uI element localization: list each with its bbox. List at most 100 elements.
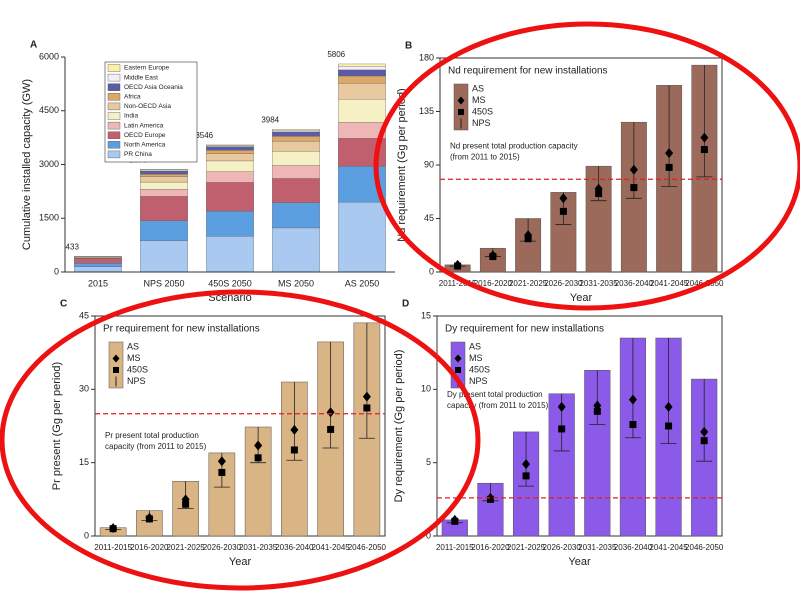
y-tick-label: 4500 [39, 105, 59, 115]
x-tick-label: 2041-2045 [650, 279, 689, 288]
legend-square [458, 109, 464, 115]
bar-segment [338, 75, 386, 84]
bar-segment [206, 171, 254, 183]
diamond-marker [700, 426, 709, 437]
bar-segment [338, 99, 386, 123]
legend-swatch [108, 341, 124, 389]
x-axis-label: Year [229, 556, 252, 568]
square-marker [630, 184, 638, 192]
square-marker [327, 425, 335, 433]
bar-segment [272, 130, 320, 133]
y-tick-label: 0 [54, 266, 59, 276]
y-axis-label: Cumulative installed capacity (GW) [21, 79, 33, 250]
square-marker [665, 422, 673, 430]
diamond-marker [522, 459, 531, 470]
legend-label: PR China [124, 151, 152, 158]
diamond-marker [628, 394, 637, 405]
bar-segment [140, 176, 188, 183]
bar-segment [140, 174, 188, 177]
legend-label: AS [469, 341, 481, 351]
diamond-marker [362, 391, 371, 402]
bar-segment [74, 263, 122, 267]
square-marker [629, 421, 637, 429]
legend-box [104, 61, 198, 163]
legend-label: NPS [472, 118, 491, 128]
legend-label: India [124, 113, 138, 120]
legend-swatch [107, 73, 121, 82]
bar-segment [140, 181, 188, 190]
legend-diamond [112, 354, 120, 363]
bar-segment [272, 227, 320, 273]
legend-label: Africa [124, 94, 141, 101]
capacity-label: Pr present total production [105, 431, 199, 440]
bar-segment [206, 182, 254, 212]
capacity-label: (from 2011 to 2015) [450, 152, 520, 161]
legend-swatch [107, 83, 121, 91]
x-tick-label: 450S 2050 [208, 278, 252, 288]
capacity-label: capacity (from 2011 to 2015) [447, 401, 549, 410]
bar-segment [338, 69, 386, 77]
bar-segment [272, 141, 320, 152]
y-tick-label: 3000 [39, 159, 59, 169]
diamond-marker [326, 407, 335, 418]
square-marker [254, 454, 262, 462]
x-tick-label: 2011-2015 [436, 543, 474, 552]
panel-letter: A [30, 40, 37, 51]
y-axis-label: Pr present (Gg per period) [51, 362, 63, 490]
legend-swatch [107, 121, 121, 130]
legend-label: Latin America [124, 122, 164, 129]
y-tick-label: 5 [426, 457, 431, 467]
bar-segment [74, 258, 122, 264]
bar-segment [140, 169, 188, 172]
total-label: 3984 [261, 115, 279, 124]
square-marker [665, 163, 673, 171]
bar-segment [74, 266, 122, 273]
panel-letter: D [402, 299, 409, 310]
diamond-marker [665, 148, 674, 159]
bar-segment [140, 169, 188, 171]
square-marker [363, 404, 371, 412]
legend-label: 450S [472, 106, 493, 116]
square-marker [182, 500, 190, 508]
y-tick-label: 0 [429, 266, 434, 276]
y-tick-label: 180 [419, 52, 434, 62]
square-marker [595, 190, 603, 198]
plot-frame [439, 57, 723, 273]
y-tick-label: 90 [424, 159, 434, 169]
bar-segment [272, 129, 320, 131]
square-marker [700, 146, 708, 154]
legend-label: MS [469, 353, 483, 363]
y-tick-label: 0 [84, 530, 89, 540]
y-tick-label: 15 [421, 310, 431, 320]
legend-label: MS [472, 95, 486, 105]
x-tick-label: 2011-2015 [439, 279, 477, 288]
square-marker [524, 235, 532, 243]
capacity-label: Dy present total production [447, 390, 543, 399]
chart-title: Dy requirement for new installations [445, 324, 604, 335]
square-marker [489, 253, 497, 261]
total-label: 5806 [327, 50, 345, 59]
total-label: 433 [66, 243, 80, 252]
square-marker [522, 472, 530, 480]
diamond-marker [217, 456, 226, 467]
plot-frame [94, 315, 386, 537]
diamond-marker [629, 164, 638, 175]
legend-square [113, 367, 119, 373]
y-axis-label: Nd requirement (Gg per period) [396, 88, 408, 241]
x-tick-label: 2016-2020 [471, 543, 510, 552]
legend-label: 450S [127, 364, 148, 374]
legend-diamond [454, 354, 462, 363]
bar-segment [338, 201, 386, 273]
square-marker [558, 425, 566, 433]
highlight-ellipse [373, 21, 800, 311]
chart-title: Nd requirement for new installations [448, 66, 608, 77]
bar-segment [206, 153, 254, 162]
y-tick-label: 45 [79, 310, 89, 320]
x-tick-label: 2021-2025 [166, 543, 205, 552]
legend-swatch [107, 93, 121, 101]
legend-label: AS [472, 83, 484, 93]
x-tick-label: 2036-2040 [615, 279, 654, 288]
legend-label: Middle East [124, 74, 158, 81]
legend-label: North America [124, 142, 166, 149]
